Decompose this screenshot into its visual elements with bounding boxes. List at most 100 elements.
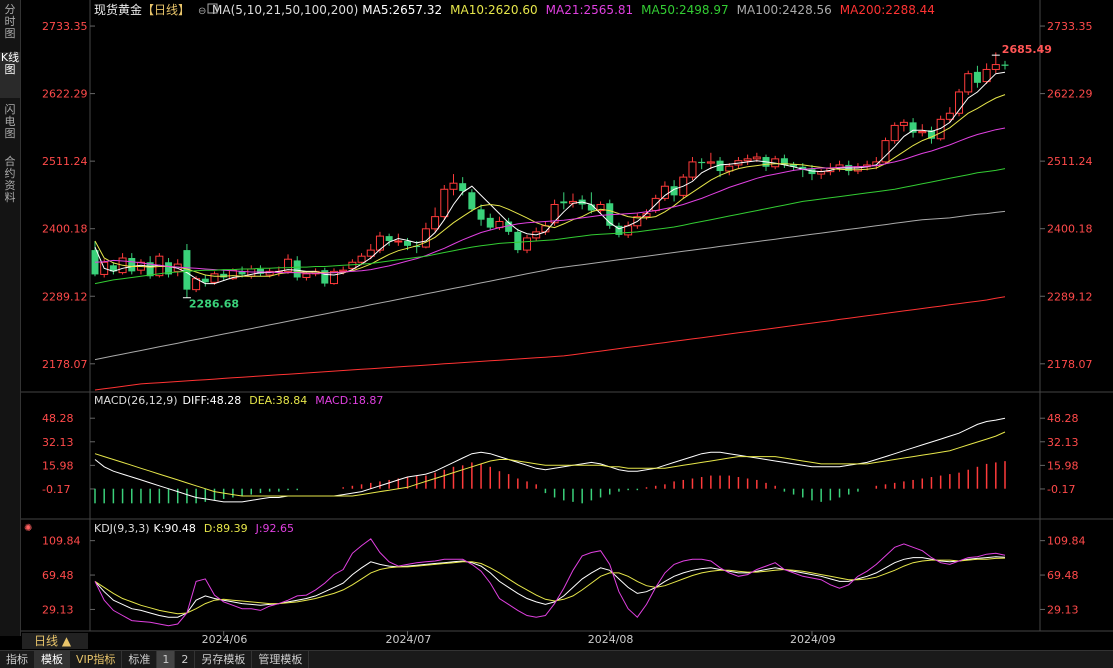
price-tick-label-right: 2178.07 [1047,358,1093,371]
candle-body-up [752,156,761,160]
kdj-panel: 109.84 109.84 69.48 69.48 29.13 29.13 [42,535,1086,627]
candle-body-down [385,236,393,241]
macd-tick-label-right: 15.98 [1047,459,1079,472]
ma100-value: MA100:2428.56 [737,3,832,17]
tab-label: 合约资料 [4,155,16,204]
tab-label: 闪电图 [4,103,16,140]
ma50-line [94,168,1006,285]
dea-value: DEA:38.84 [249,394,307,407]
macd-tick-label-left: -0.17 [42,483,70,496]
candle-body-up [431,216,440,230]
template-tab[interactable]: 模板 [35,651,70,668]
layout-1-button[interactable]: 1 [157,651,176,668]
kdj-label: KDJ(9,3,3) [94,522,150,535]
price-tick-label-right: 2289.12 [1047,290,1093,303]
diff-line [94,417,1006,503]
macd-tick-label-right: 32.13 [1047,436,1079,449]
j-line [94,538,1006,627]
price-tick-label-left: 2622.29 [42,88,88,101]
price-tick-label-left: 2289.12 [42,290,88,303]
settings-icon[interactable]: ⊖ [198,6,206,17]
kdj-tick-label-left: 29.13 [42,603,74,616]
tab-flash[interactable]: 闪电图 [0,104,20,148]
kdj-tick-label-left: 109.84 [42,535,81,548]
candle-body-down [1001,64,1009,66]
x-axis: 2024/06 2024/07 2024/08 2024/09 [202,631,836,646]
kdj-header: KDJ(9,3,3) K:90.48 D:89.39 J:92.65 [94,522,294,535]
kdj-tick-label-right: 69.48 [1047,569,1079,582]
period-selector-bg[interactable] [22,633,88,649]
ma21-line [94,127,1006,274]
candle-body-up [394,240,403,243]
candle-body-up [329,270,338,285]
indicator-tab[interactable]: 指标 [0,651,35,668]
candle-body-up [936,118,945,140]
main-chart-panel: 2733.35 2733.35 2622.29 2622.29 2511.24 2511.… [42,20,1093,391]
tab-label: K线图 [0,51,20,76]
indicator-settings-icon[interactable]: ✺ [24,523,32,534]
candle-body-down [505,221,513,232]
x-tick-label: 2024/06 [202,633,248,646]
candle-body-up [688,161,697,178]
candle-body-up [339,269,348,272]
kdj-tick-label-right: 29.13 [1047,603,1079,616]
candle-body-down [808,169,816,175]
candle-body-down [293,260,301,278]
candle-body-down [146,262,154,277]
candle-body-down [165,262,173,275]
ma-toggle-icon[interactable] [207,3,218,14]
tab-label: 分时图 [4,3,16,40]
candle-body-down [514,231,522,251]
manage-template-button[interactable]: 管理模板 [252,651,310,668]
candle-body-up [596,203,605,212]
price-tick-label-right: 2622.29 [1047,88,1093,101]
macd-tick-label-left: 48.28 [42,412,74,425]
high-price-annotation: 2685.49 [1002,43,1052,56]
chart-background [21,0,1113,650]
candle-body-up [302,273,311,278]
candle-body-down [413,245,421,248]
dea-line [94,431,1006,497]
price-tick-label-left: 2733.35 [42,20,88,33]
period-label: 【日线】 [142,3,190,17]
candle-body-down [468,192,476,210]
candle-body-down [698,161,706,164]
candle-body-down [587,204,595,211]
candle-body-up [550,203,559,224]
candle-body-down [321,270,329,284]
candle-body-down [256,268,264,274]
d-line [94,557,1006,615]
price-tick-label-right: 2511.24 [1047,155,1093,168]
d-value: D:89.39 [204,522,248,535]
candle-body-down [404,240,412,246]
chart-canvas[interactable]: 现货黄金【日线】 MA(5,10,21,50,100,200) MA5:2657.3… [0,0,1113,650]
vip-indicator-tab[interactable]: VIP指标 [70,651,123,668]
ma100-line [94,210,1006,361]
tab-timeshare[interactable]: 分时图 [0,4,20,46]
standard-tab[interactable]: 标准 [122,651,158,668]
candle-body-up [955,91,964,114]
macd-tick-label-left: 15.98 [42,459,74,472]
main-header: 现货黄金【日线】 MA(5,10,21,50,100,200) MA5:2657.3… [94,2,935,17]
ma-label: MA(5,10,21,50,100,200) [212,3,358,17]
macd-tick-label-right: 48.28 [1047,412,1079,425]
candle-body-up [964,73,973,93]
candle-body-down [909,122,917,133]
ma10-line [94,94,1006,277]
candle-body-up [624,225,633,236]
period-selector[interactable]: 日线 ▲ [34,634,72,648]
macd-tick-label-left: 32.13 [42,436,74,449]
price-tick-label-left: 2178.07 [42,358,88,371]
candle-body-up [523,237,532,251]
macd-label: MACD(26,12,9) [94,394,178,407]
low-price-annotation: 2286.68 [189,298,239,311]
tab-contract-info[interactable]: 合约资料 [0,156,20,212]
diff-value: DIFF:48.28 [183,394,242,407]
save-template-button[interactable]: 另存模板 [195,651,253,668]
candle-body-up [449,182,458,190]
candle-body-up [706,161,715,164]
candle-body-down [560,201,568,204]
tab-kline[interactable]: K线图 [0,52,20,98]
candle-body-up [899,121,908,126]
layout-2-button[interactable]: 2 [175,651,196,668]
